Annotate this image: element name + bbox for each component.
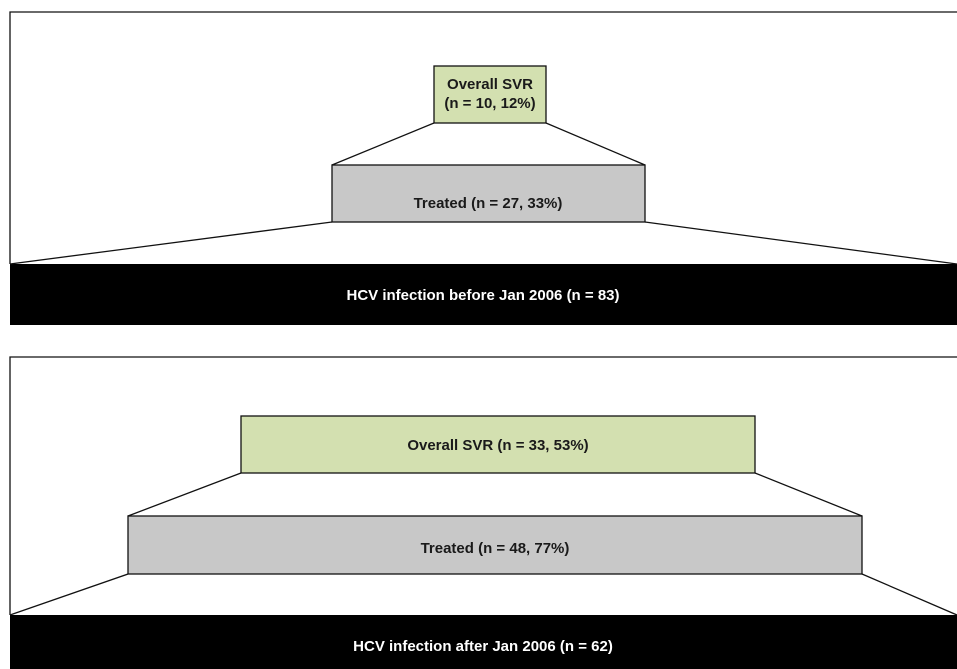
connector xyxy=(331,122,435,166)
base-label: HCV infection after Jan 2006 (n = 62) xyxy=(353,638,613,655)
connector xyxy=(545,122,646,166)
svr-label: (n = 10, 12%) xyxy=(444,95,535,112)
connector xyxy=(9,573,129,616)
treated-box xyxy=(127,515,863,575)
connector xyxy=(127,472,242,517)
treated-label: Treated (n = 48, 77%) xyxy=(421,540,570,557)
base-label: HCV infection before Jan 2006 (n = 83) xyxy=(347,287,620,304)
svr-box xyxy=(433,65,547,124)
connector xyxy=(861,573,957,616)
panel-border xyxy=(9,11,957,264)
base-bar xyxy=(10,615,957,669)
svr-label: Overall SVR (n = 33, 53%) xyxy=(407,437,588,454)
panel: HCV infection before Jan 2006 (n = 83) T… xyxy=(9,11,957,325)
connector xyxy=(644,221,957,265)
connector xyxy=(9,221,333,265)
base-bar xyxy=(10,264,957,325)
connector xyxy=(754,472,863,517)
treated-box xyxy=(331,164,646,223)
panel: HCV infection after Jan 2006 (n = 62) Tr… xyxy=(9,356,957,669)
svr-box xyxy=(240,415,756,474)
treated-label: Treated (n = 27, 33%) xyxy=(414,195,563,212)
svr-label: Overall SVR xyxy=(447,76,533,93)
panel-border xyxy=(9,356,957,615)
